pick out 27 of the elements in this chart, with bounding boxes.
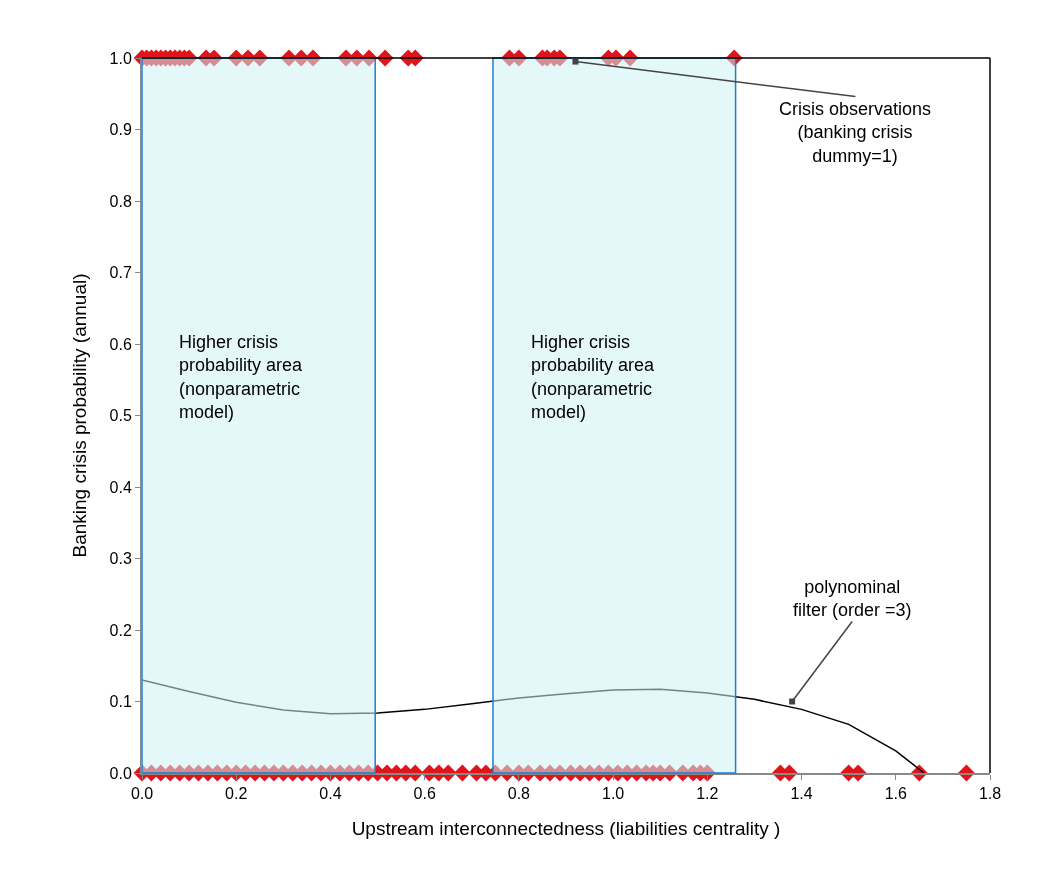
y-tick-label: 0.9	[109, 121, 132, 139]
x-axis-title: Upstream interconnectedness (liabilities centrality )	[351, 817, 781, 839]
x-tick-label: 1.4	[790, 785, 813, 803]
y-tick-label: 0.4	[109, 478, 132, 496]
y-tick-label: 0.3	[109, 550, 132, 568]
x-tick-label: 0.6	[413, 785, 436, 803]
y-tick-label: 0.1	[109, 693, 132, 711]
y-tick-label: 0.7	[109, 264, 132, 282]
y-tick-label: 0.0	[109, 764, 132, 782]
x-tick-label: 1.0	[601, 785, 625, 803]
annotation: Crisis observations (banking crisis dummy=1)	[779, 99, 932, 166]
y-tick-label: 0.2	[109, 621, 132, 639]
y-tick-label: 0.8	[109, 192, 132, 210]
x-tick-label: 1.6	[884, 785, 907, 803]
y-tick-label: 0.6	[109, 335, 132, 353]
y-tick-label: 1.0	[109, 49, 132, 67]
band-label: Higher crisis probability area (nonparametric model)	[531, 332, 656, 423]
band-label: Higher crisis probability area (nonparametric model)	[179, 332, 304, 423]
x-tick-label: 0.0	[130, 785, 154, 803]
x-tick-label: 1.2	[696, 785, 719, 803]
x-tick-label: 0.2	[225, 785, 248, 803]
x-tick-label: 0.4	[319, 785, 342, 803]
annotation: polynominal filter (order =3)	[793, 577, 912, 621]
x-tick-label: 1.8	[978, 785, 1002, 803]
y-axis-title: Banking crisis probability (annual)	[68, 273, 90, 558]
x-tick-label: 0.8	[507, 785, 531, 803]
y-tick-label: 0.5	[109, 407, 132, 425]
